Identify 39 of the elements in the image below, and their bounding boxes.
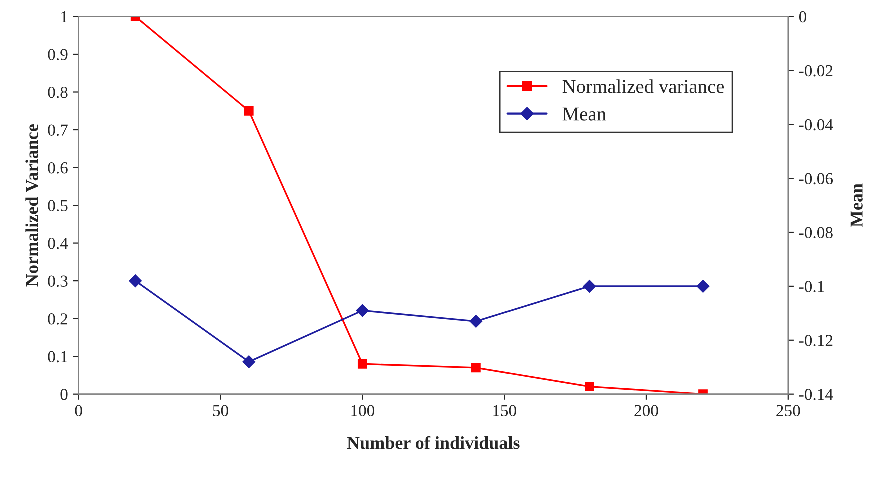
x-tick-label: 100 xyxy=(352,405,375,416)
point xyxy=(696,280,710,293)
x-tick-label: 150 xyxy=(494,405,516,416)
point xyxy=(470,315,483,328)
y-tick-label: 0.6 xyxy=(48,162,68,174)
y-tick-label: 0 xyxy=(60,389,68,400)
x-tick-label: 250 xyxy=(776,405,800,416)
y-tick-label: 0.9 xyxy=(48,49,68,61)
y-tick-label: 1 xyxy=(62,12,68,23)
y-tick-label: 0.3 xyxy=(48,276,68,288)
y-tick-label: 0.4 xyxy=(48,238,68,250)
point xyxy=(129,274,142,288)
y2-tick-label: -0.12 xyxy=(799,335,833,346)
x-tick-label: 50 xyxy=(213,405,228,416)
point xyxy=(585,382,594,392)
y-axis-title: Normalized Variance xyxy=(26,124,38,287)
y2-axis-title: Mean xyxy=(850,184,863,228)
y-tick-label: 0.7 xyxy=(48,124,68,136)
y2-tick-label: 0 xyxy=(799,11,807,23)
x-axis-title: Number of individuals xyxy=(347,436,520,450)
legend-label: Mean xyxy=(562,108,606,121)
y2-tick-label: -0.06 xyxy=(799,173,834,185)
y-tick-label: 0.2 xyxy=(48,314,68,325)
point xyxy=(242,356,256,368)
y2-tick-label: -0.02 xyxy=(799,65,833,77)
x-tick-label: 0 xyxy=(75,405,82,416)
y2-tick-label: -0.08 xyxy=(799,227,833,239)
y-tick-label: 0.1 xyxy=(48,351,68,363)
y2-tick-label: -0.1 xyxy=(799,281,824,292)
point xyxy=(583,280,596,293)
y2-tick-label: -0.14 xyxy=(799,389,834,400)
point xyxy=(356,304,370,318)
y-tick-label: 0.5 xyxy=(48,200,68,212)
legend-label: Normalized variance xyxy=(562,80,724,94)
point xyxy=(358,359,368,369)
y-tick-label: 0.8 xyxy=(48,86,68,98)
y2-tick-label: -0.04 xyxy=(799,119,834,131)
point xyxy=(472,363,481,373)
x-tick-label: 200 xyxy=(634,405,658,416)
